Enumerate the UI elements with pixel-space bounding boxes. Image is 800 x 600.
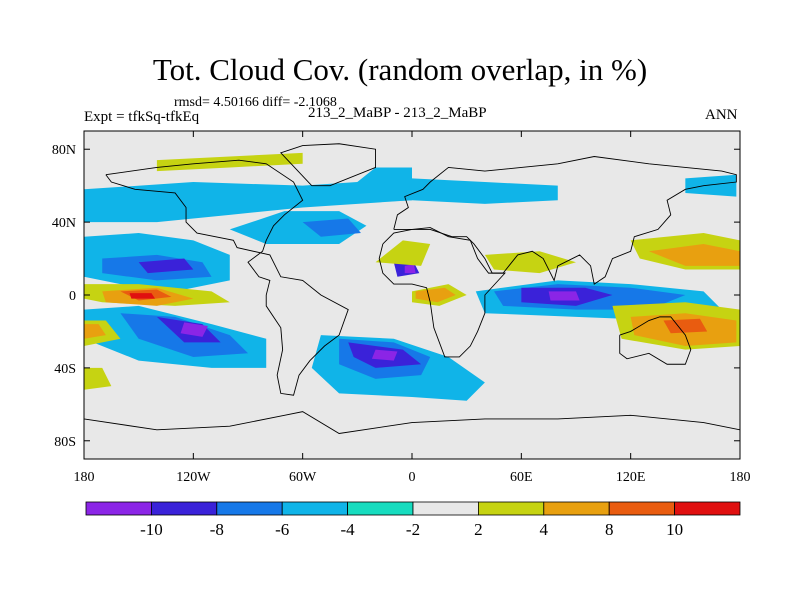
colorbar-swatch: [674, 501, 741, 516]
stats-text: rmsd= 4.50166 diff= -2.1068: [174, 95, 337, 110]
colorbar-label: -6: [275, 520, 289, 539]
x-tick-label: 60E: [510, 470, 533, 485]
contour-region: [229, 211, 367, 244]
colorbar-label: 2: [474, 520, 483, 539]
contour-region: [180, 322, 208, 337]
season-label: ANN: [705, 107, 738, 123]
contour-region: [129, 293, 156, 299]
y-tick-label: 80N: [52, 143, 76, 158]
coastline: [84, 411, 740, 434]
contour-region: [138, 258, 194, 274]
contour-fill-layer: [84, 152, 740, 401]
coastline: [105, 159, 349, 396]
y-axis: 80N 40N 0 40S 80S: [52, 143, 740, 450]
coastline-layer: [84, 143, 740, 434]
contour-region: [371, 349, 398, 361]
colorbar-label: -4: [341, 520, 356, 539]
comparison-label: 213_2_MaBP - 213_2_MaBP: [308, 105, 487, 121]
colorbar-swatch: [347, 501, 414, 516]
colorbar-label: -10: [140, 520, 163, 539]
x-tick-label: 120W: [176, 470, 211, 485]
contour-region: [415, 287, 456, 303]
colorbar-swatch: [85, 501, 152, 516]
contour-region: [404, 264, 416, 274]
plot-title: Tot. Cloud Cov. (random overlap, in %): [152, 52, 648, 87]
colorbar-swatch: [608, 501, 676, 516]
experiment-label: Expt = tfkSq-tfkEq: [84, 109, 200, 125]
coastline: [619, 316, 692, 365]
y-tick-label: 40S: [54, 362, 76, 377]
contour-region: [84, 324, 106, 339]
contour-region: [302, 218, 361, 237]
colorbar-swatch: [412, 501, 479, 516]
colorbar-label: -8: [210, 520, 224, 539]
colorbar-swatch: [477, 501, 545, 516]
x-tick-label: 0: [409, 470, 416, 485]
colorbar: -10 -8 -6 -4 -2 2 4 8 10: [85, 501, 741, 539]
contour-region: [548, 291, 580, 301]
x-tick-label: 60W: [289, 470, 317, 485]
colorbar-swatch: [281, 501, 349, 516]
contour-region: [84, 367, 112, 390]
contour-region: [685, 174, 737, 197]
x-tick-label: 120E: [616, 470, 646, 485]
x-tick-label: 180: [730, 470, 751, 485]
coastline: [378, 227, 506, 358]
contour-region: [375, 240, 431, 266]
contour-region: [648, 243, 740, 266]
y-tick-label: 40N: [52, 216, 76, 231]
colorbar-swatch: [150, 501, 218, 516]
colorbar-label: 10: [666, 520, 683, 539]
x-tick-label: 180: [74, 470, 95, 485]
colorbar-swatch: [543, 501, 610, 516]
x-axis: 180 120W 60W 0 60E 120E 180: [74, 131, 751, 485]
coastline: [279, 143, 377, 187]
y-tick-label: 80S: [54, 435, 76, 450]
contour-region: [663, 318, 708, 334]
colorbar-label: -2: [406, 520, 420, 539]
y-tick-label: 0: [69, 289, 76, 304]
contour-region: [156, 152, 303, 172]
contour-region: [84, 167, 412, 223]
colorbar-label: 8: [605, 520, 614, 539]
colorbar-swatch: [216, 501, 283, 516]
colorbar-label: 4: [540, 520, 549, 539]
coastline: [393, 156, 737, 285]
contour-region: [339, 178, 558, 204]
